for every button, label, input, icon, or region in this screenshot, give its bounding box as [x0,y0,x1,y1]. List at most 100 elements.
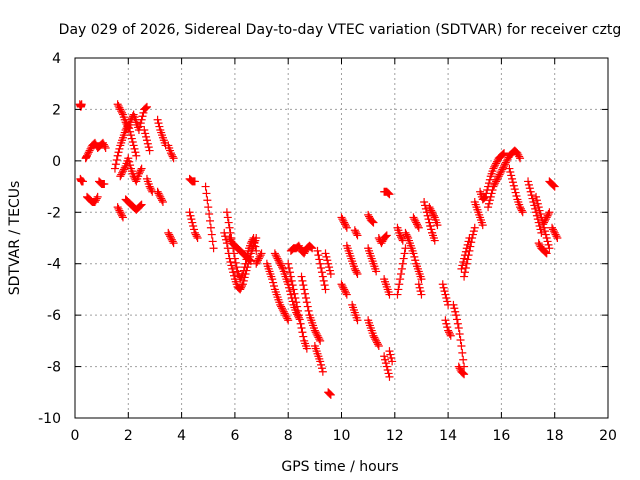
data-point [315,255,324,264]
data-point [190,225,199,234]
data-point [537,228,546,237]
data-point [535,222,544,230]
y-tick-label: -6 [47,308,61,324]
data-point [382,362,391,371]
data-point [283,314,292,323]
data-point [427,206,436,215]
data-point [206,216,215,225]
data-point [511,188,520,197]
data-point [441,290,450,299]
data-point [371,335,380,344]
data-point [429,211,438,220]
data-point [157,194,166,203]
data-point [85,146,94,155]
data-point [142,102,151,111]
data-point [278,306,287,314]
data-point [543,237,552,246]
data-point [115,103,124,112]
data-point [296,319,305,328]
data-point [411,216,420,225]
data-point [414,280,423,289]
data-point [272,252,281,261]
data-point [410,252,419,261]
data-point [239,266,248,275]
data-point [90,138,99,147]
data-point [351,228,360,236]
data-point [340,218,349,227]
data-point [499,163,508,172]
data-point [500,162,509,170]
data-point [470,223,479,232]
data-point [312,330,321,338]
data-point [285,287,294,296]
data-point [286,290,295,299]
data-point [388,357,397,366]
data-point [92,194,101,203]
data-point [165,230,174,239]
data-point [277,263,286,272]
data-point [293,306,302,315]
data-point [118,213,127,222]
data-point [142,103,151,112]
data-point [364,210,373,219]
data-point [525,184,534,193]
data-point [302,298,311,307]
data-point [166,234,175,242]
data-point [99,140,108,149]
data-point [191,230,200,239]
data-point [253,256,262,265]
data-point [110,164,119,173]
data-point [294,241,303,250]
data-point [425,203,434,212]
data-point [326,390,335,399]
data-point [225,234,234,242]
data-point [290,289,299,298]
data-point [167,150,176,159]
data-point [237,283,246,292]
data-point [118,108,127,117]
data-point [459,355,468,364]
data-point [325,389,334,398]
data-point [118,168,127,177]
data-point [98,138,107,147]
data-point [458,348,467,357]
data-point [372,267,381,276]
data-point [136,201,145,210]
data-point [458,368,467,377]
data-point [123,122,132,131]
data-point [307,243,316,252]
data-point [508,174,517,183]
data-point [485,196,494,205]
data-point [300,285,309,294]
data-point [112,156,121,164]
data-point [518,208,527,217]
data-point [533,215,542,224]
data-point [383,188,392,197]
data-point [402,230,411,239]
data-point [479,194,488,203]
data-point [532,196,541,205]
data-point [385,190,394,199]
data-point [535,240,544,249]
data-point [288,281,297,290]
data-point [373,338,382,347]
data-point [513,149,522,158]
data-point [457,264,466,273]
data-point [277,302,286,311]
data-point [381,233,390,242]
data-point [135,202,144,211]
data-point [370,333,379,342]
data-point [252,246,261,255]
data-point [284,259,293,268]
data-point [325,390,334,398]
data-point [507,171,516,180]
x-tick-label: 2 [124,428,133,444]
data-point [236,275,245,284]
data-point [289,285,298,294]
data-point [322,252,331,261]
data-point [453,319,462,328]
data-point [205,210,214,218]
data-point [534,203,543,212]
data-point [100,142,109,151]
data-point [83,150,92,158]
